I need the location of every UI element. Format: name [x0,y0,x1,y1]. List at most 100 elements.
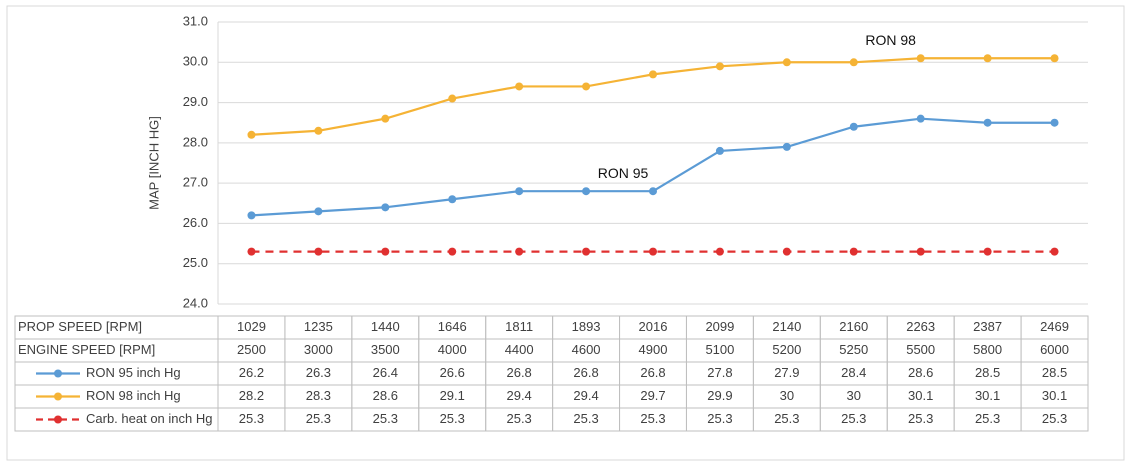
table-value: 29.9 [707,388,732,403]
data-point [1050,247,1059,256]
table-value: 2160 [839,319,868,334]
table-value: 25.3 [440,411,465,426]
table-value: 30 [780,388,794,403]
data-point [849,58,858,67]
y-tick-label: 27.0 [183,175,208,190]
data-point [782,58,791,67]
legend-marker [54,392,62,401]
table-value: 1646 [438,319,467,334]
table-value: 25.3 [975,411,1000,426]
data-point [448,247,457,256]
y-tick-label: 25.0 [183,255,208,270]
data-point [247,247,256,256]
legend-label: RON 98 inch Hg [86,388,181,403]
table-value: 25.3 [908,411,933,426]
table-value: 1440 [371,319,400,334]
data-point [381,114,390,123]
data-point [849,247,858,256]
table-value: 25.3 [640,411,665,426]
table-value: 28.5 [1042,365,1067,380]
table-value: 4000 [438,342,467,357]
chart-frame [6,5,1125,461]
table-value: 30 [847,388,861,403]
series-line [251,57,1055,136]
data-point [649,187,657,196]
table-value: 1893 [572,319,601,334]
table-value: 25.3 [774,411,799,426]
data-point [582,247,591,256]
table-value: 29.4 [573,388,598,403]
table-value: 29.7 [640,388,665,403]
table-value: 5250 [839,342,868,357]
table-value: 27.8 [707,365,732,380]
table-cell [1020,407,1089,432]
data-point [582,82,591,91]
table-value: 2016 [639,319,668,334]
table-value: 1811 [505,319,533,334]
table-value: 2140 [772,319,801,334]
table-value: 4900 [639,342,668,357]
data-point [983,247,992,256]
table-value: 2387 [973,319,1002,334]
table-value: 25.3 [707,411,732,426]
data-point [715,146,724,155]
y-tick-label: 26.0 [183,215,208,230]
legend-marker [54,369,62,378]
data-point [381,203,390,212]
table-value: 25.3 [373,411,398,426]
data-point [247,130,256,139]
table-value: 2500 [237,342,266,357]
table-value: 2263 [906,319,935,334]
table-value: 5100 [705,342,734,357]
annotation: RON 98 [865,32,916,48]
table-value: 26.4 [373,365,398,380]
y-tick-label: 31.0 [183,13,208,28]
table-value: 25.3 [573,411,598,426]
data-point [916,247,925,256]
table-value: 26.8 [640,365,665,380]
row-label: ENGINE SPEED [RPM] [18,342,155,357]
table-value: 5200 [772,342,801,357]
table-value: 25.3 [506,411,531,426]
y-tick-label: 29.0 [183,94,208,109]
table-value: 28.6 [373,388,398,403]
y-axis-label: MAP [INCH HG] [146,116,161,210]
table-value: 26.3 [306,365,331,380]
data-point [314,126,323,135]
annotation: RON 95 [598,165,649,181]
table-value: 26.8 [506,365,531,380]
table-value: 28.2 [239,388,264,403]
table-value: 4600 [572,342,601,357]
table-value: 25.3 [306,411,331,426]
data-point [715,62,724,71]
data-point [649,70,657,79]
legend-label: Carb. heat on inch Hg [86,411,212,426]
table-value: 4400 [505,342,534,357]
table-value: 28.4 [841,365,866,380]
data-point [916,114,925,123]
table-value: 2469 [1040,319,1069,334]
table-value: 30.1 [1042,388,1067,403]
table-value: 1235 [304,319,333,334]
table-value: 25.3 [239,411,264,426]
data-point [314,247,323,256]
table-value: 25.3 [1042,411,1067,426]
table-value: 5800 [973,342,1002,357]
table-value: 26.2 [239,365,264,380]
y-tick-label: 30.0 [183,54,208,69]
table-value: 27.9 [774,365,799,380]
data-point [916,54,925,63]
data-point [849,122,858,131]
data-point [314,207,323,216]
legend-marker [54,415,62,424]
data-point [448,195,457,204]
table-value: 1029 [237,319,266,334]
data-point [381,247,390,256]
table-value: 3000 [304,342,333,357]
data-point [715,247,724,256]
legend-label: RON 95 inch Hg [86,365,181,380]
data-point [515,187,524,196]
table-value: 2099 [705,319,734,334]
table-value: 26.6 [440,365,465,380]
